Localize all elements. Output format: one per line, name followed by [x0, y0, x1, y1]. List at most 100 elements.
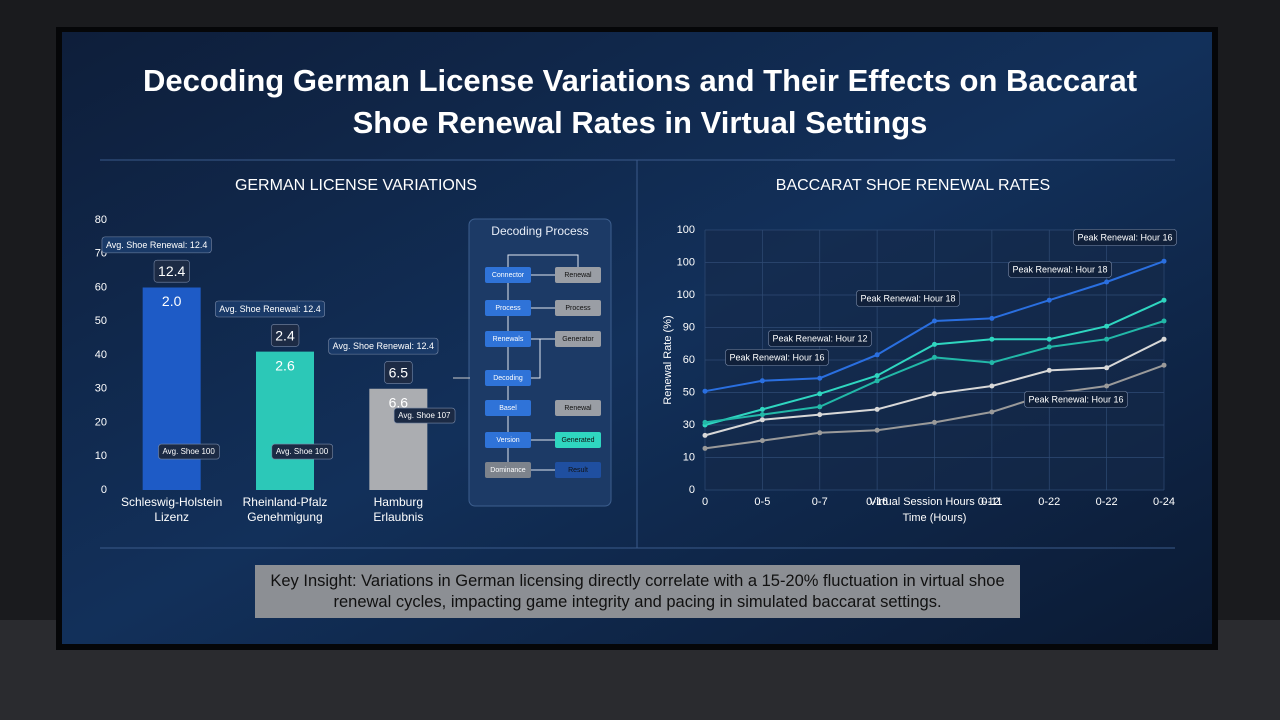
node-label: Process: [565, 305, 591, 312]
note: Avg. Shoe 100: [162, 447, 215, 456]
data-point: [989, 336, 995, 342]
data-point: [759, 406, 765, 412]
data-point: [1104, 323, 1110, 329]
node: [485, 462, 531, 478]
bar-label-box: [153, 259, 190, 283]
node: [485, 331, 531, 347]
data-point: [1161, 297, 1167, 303]
callout-box: [101, 236, 212, 254]
data-point: [932, 391, 937, 397]
y-tick-label: 0: [689, 484, 695, 496]
y-tick-label: 30: [95, 383, 107, 395]
annotation-box: [725, 349, 829, 366]
data-point: [702, 432, 708, 438]
data-point: [874, 378, 880, 384]
y-tick-label: 100: [677, 289, 695, 301]
x-tick-label: 0-24: [1153, 496, 1175, 508]
diagram-title: Decoding Process: [491, 224, 588, 238]
node-label: Result: [568, 467, 588, 474]
data-point: [932, 419, 937, 425]
node-label: Process: [495, 305, 521, 312]
node-label: Renewals: [493, 336, 524, 343]
data-point: [1161, 362, 1167, 368]
data-point: [989, 315, 995, 321]
annotation: Peak Renewal: Hour 16: [1028, 394, 1123, 404]
callout: Avg. Shoe Renewal: 12.4: [333, 341, 434, 351]
annotation: Peak Renewal: Hour 18: [1012, 264, 1107, 274]
y-tick-label: 90: [683, 321, 695, 333]
data-point: [817, 375, 823, 381]
node-label: Generator: [562, 336, 594, 343]
node-label: Basel: [499, 405, 517, 412]
note: Avg. Shoe 100: [276, 447, 329, 456]
node: [555, 331, 601, 347]
x-tick-label: Hamburg Erlaubnis: [373, 495, 424, 524]
data-point: [759, 378, 765, 384]
data-point: [1046, 344, 1052, 350]
callout: Avg. Shoe Renewal: 12.4: [106, 240, 207, 250]
data-point: [1161, 336, 1167, 342]
y-tick-label: 50: [95, 315, 107, 327]
data-point: [874, 352, 880, 358]
node-label: Dominance: [490, 467, 526, 474]
x-tick-label: Virtual Session Hours 0-12: [869, 496, 1000, 508]
node: [485, 267, 531, 283]
arrow: [507, 254, 579, 267]
callout-box: [328, 337, 439, 355]
annotation-box: [1073, 229, 1177, 246]
data-point: [1161, 318, 1167, 324]
annotation-box: [856, 290, 960, 307]
data-point: [817, 430, 823, 436]
data-point: [1104, 383, 1110, 389]
data-point: [1046, 297, 1052, 303]
data-point: [874, 406, 880, 412]
data-point: [702, 419, 708, 425]
x-tick-label: 0-7: [812, 496, 828, 508]
data-point: [932, 354, 937, 360]
annotation: Peak Renewal: Hour 12: [772, 333, 867, 343]
data-point: [932, 341, 937, 347]
data-point: [817, 412, 823, 418]
callout-box: [214, 300, 326, 318]
node-label: Decoding: [493, 375, 523, 382]
y-tick-label: 0: [101, 484, 107, 496]
x-tick-label: 0-22: [1096, 496, 1118, 508]
y-tick-label: 100: [677, 256, 695, 268]
data-point: [874, 427, 880, 433]
y-tick-label: 60: [683, 354, 695, 366]
node: [485, 400, 531, 416]
bar: [369, 388, 428, 490]
note-box: [393, 407, 456, 424]
note: Avg. Shoe 107: [398, 411, 451, 420]
data-point: [874, 373, 880, 379]
data-point: [817, 391, 823, 397]
note-box: [158, 443, 220, 460]
data-point: [759, 438, 765, 444]
data-point: [759, 417, 765, 423]
bar-label: 2.4: [275, 327, 295, 343]
y-tick-label: 50: [683, 386, 695, 398]
data-point: [989, 360, 995, 366]
node: [555, 432, 601, 448]
node: [555, 400, 601, 416]
x-tick-label: 0: [702, 496, 708, 508]
annotation: Peak Renewal: Hour 18: [860, 293, 955, 303]
page-title: Decoding German License Variations and T…: [142, 63, 1138, 140]
node: [485, 370, 531, 386]
node: [555, 300, 601, 316]
data-point: [1104, 279, 1110, 285]
data-point: [989, 383, 995, 389]
node-label: Renewal: [564, 272, 592, 279]
x-tick-label: Schleswig-Holstein Lizenz: [120, 495, 223, 524]
data-point: [1046, 367, 1052, 373]
bar-label: 2.0: [162, 293, 182, 309]
node: [555, 267, 601, 283]
y-tick-label: 30: [683, 419, 695, 431]
y-tick-label: 10: [683, 451, 695, 463]
data-point: [1046, 336, 1052, 342]
annotation-box: [1008, 261, 1112, 278]
node-label: Renewal: [564, 405, 592, 412]
x-tick-label: 0-5: [754, 496, 770, 508]
node-label: Version: [496, 437, 519, 444]
x-tick-label: Rheinland-Pfalz Genehmigung: [242, 495, 328, 524]
